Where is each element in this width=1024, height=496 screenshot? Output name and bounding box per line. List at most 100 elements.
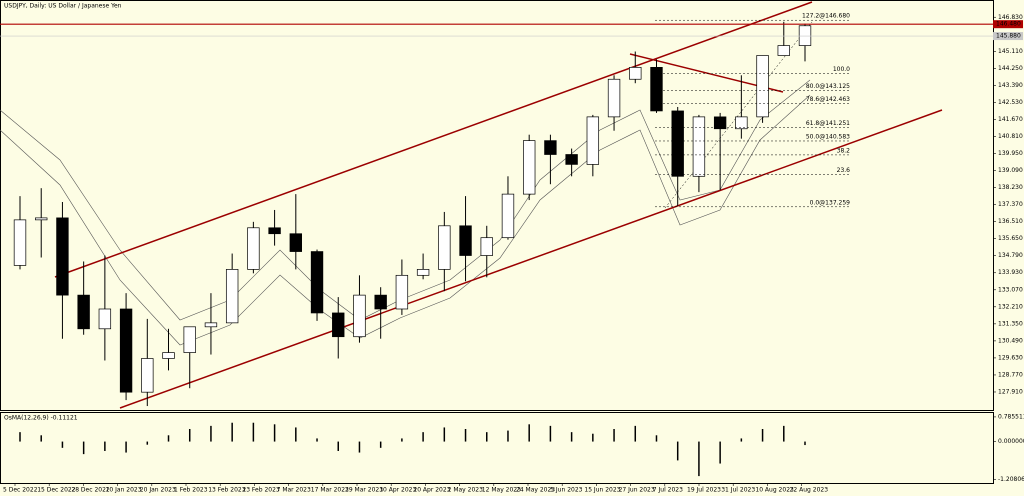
- y-tick-label: 140.810: [998, 133, 1023, 140]
- x-tick-label: 20 Jan 2023: [140, 487, 176, 494]
- x-tick-label: 31 Jul 2023: [721, 487, 755, 494]
- candle-body: [501, 193, 515, 239]
- candle-body: [332, 312, 345, 338]
- candle-body: [671, 110, 684, 177]
- price-label: 145.880: [996, 33, 1021, 40]
- indicator-y-tick-label: 0.000000: [998, 438, 1024, 445]
- candle-body: [289, 233, 302, 252]
- y-tick-label: 145.110: [998, 48, 1023, 55]
- chart-title: USDJPY, Daily: US Dollar / Japanese Yen: [4, 3, 122, 10]
- x-tick-label: 22 Aug 2023: [790, 487, 829, 494]
- fib-label: 80.0@143.125: [806, 83, 850, 90]
- candle-body: [523, 140, 536, 195]
- price-label: 146.480: [996, 21, 1021, 28]
- channel-upper: [54, 1, 813, 278]
- x-tick-label: 2 May 2023: [448, 487, 483, 494]
- y-tick-label: 134.790: [998, 252, 1023, 259]
- x-tick-label: 20 Apr 2023: [413, 487, 450, 494]
- x-tick-label: 13 Feb 2023: [208, 487, 246, 494]
- fib-label: 0.0@137.259: [810, 199, 851, 206]
- x-tick-label: 5 Jun 2023: [550, 487, 582, 494]
- x-tick-label: 1 Feb 2023: [174, 487, 208, 494]
- y-tick-label: 132.210: [998, 303, 1023, 310]
- candle-body: [141, 358, 154, 393]
- candle-body: [629, 67, 642, 80]
- x-tick-label: 7 Jul 2023: [653, 487, 683, 494]
- candle-body: [204, 322, 218, 328]
- x-tick-label: 27 Jun 2023: [619, 487, 655, 494]
- candle-body: [756, 55, 769, 118]
- candle-body: [416, 269, 430, 276]
- candle-body: [35, 217, 48, 221]
- candle-body: [247, 227, 260, 270]
- x-tick-label: 24 May 2023: [516, 487, 555, 494]
- y-tick-label: 143.390: [998, 82, 1023, 89]
- candle-body: [162, 352, 175, 359]
- candle-body: [77, 294, 90, 330]
- candle-body: [395, 274, 409, 310]
- y-tick-label: 138.230: [998, 184, 1023, 191]
- x-tick-label: 29 Mar 2023: [345, 487, 383, 494]
- candle-body: [459, 225, 472, 256]
- y-tick-label: 127.910: [998, 388, 1023, 395]
- candle-body: [480, 237, 493, 256]
- x-tick-label: 28 Dec 2022: [71, 487, 110, 494]
- candle-body: [607, 78, 621, 118]
- channel-lower: [119, 109, 943, 409]
- y-tick-label: 130.490: [998, 337, 1023, 344]
- y-tick-label: 144.250: [998, 65, 1023, 72]
- candle-body: [713, 116, 727, 130]
- y-tick-label: 142.530: [998, 99, 1023, 106]
- y-tick-label: 141.670: [998, 116, 1023, 123]
- candle-body: [56, 217, 69, 296]
- x-tick-label: 7 Mar 2023: [277, 487, 311, 494]
- candle-body: [268, 227, 281, 235]
- y-tick-label: 129.630: [998, 354, 1023, 361]
- fib-label: 100.0: [833, 66, 850, 73]
- main-frame: [0, 0, 994, 411]
- candle-body: [777, 45, 790, 56]
- candle-body: [374, 294, 387, 310]
- candle-body: [98, 308, 112, 330]
- fib-label: 127.2@146.680: [802, 13, 850, 20]
- candle-body: [692, 116, 706, 177]
- x-tick-label: 10 Jan 2023: [106, 487, 142, 494]
- candle-body: [119, 308, 133, 393]
- fib-label: 61.8@141.251: [806, 120, 850, 127]
- indicator-frame: [0, 412, 994, 484]
- fib-label: 23.6: [837, 167, 851, 174]
- candle-body: [310, 251, 324, 314]
- indicator-y-tick-label: -1.20806: [998, 476, 1024, 483]
- indicator-title: OsMA(12,26,9) -0.11121: [4, 415, 78, 422]
- ma-band: [0, 94, 811, 346]
- y-tick-label: 128.770: [998, 371, 1023, 378]
- y-tick-label: 136.510: [998, 218, 1023, 225]
- candle-body: [544, 140, 557, 155]
- x-tick-label: 10 Aug 2023: [755, 487, 794, 494]
- candle-body: [798, 25, 812, 46]
- fib-label: 50.0@140.583: [806, 133, 850, 140]
- candle-body: [438, 225, 451, 270]
- x-tick-label: 12 May 2023: [482, 487, 521, 494]
- fib-label: 78.6@142.463: [806, 96, 850, 103]
- y-tick-label: 137.370: [998, 201, 1023, 208]
- candle-body: [225, 269, 239, 324]
- y-tick-label: 135.650: [998, 235, 1023, 242]
- x-tick-label: 19 Jul 2023: [687, 487, 721, 494]
- price-label-box: [993, 32, 1023, 41]
- x-tick-label: 10 Apr 2023: [379, 487, 416, 494]
- y-tick-label: 131.350: [998, 320, 1023, 327]
- ma-band: [0, 79, 811, 321]
- x-tick-label: 17 Mar 2023: [311, 487, 349, 494]
- candle-body: [565, 154, 578, 165]
- y-tick-label: 133.070: [998, 286, 1023, 293]
- y-tick-label: 146.830: [998, 14, 1023, 21]
- candle-body: [735, 116, 748, 130]
- y-tick-label: 133.930: [998, 269, 1023, 276]
- candle-body: [586, 116, 600, 165]
- candle-body: [183, 326, 196, 353]
- y-tick-label: 139.950: [998, 150, 1023, 157]
- x-tick-label: 5 Dec 2022: [3, 487, 38, 494]
